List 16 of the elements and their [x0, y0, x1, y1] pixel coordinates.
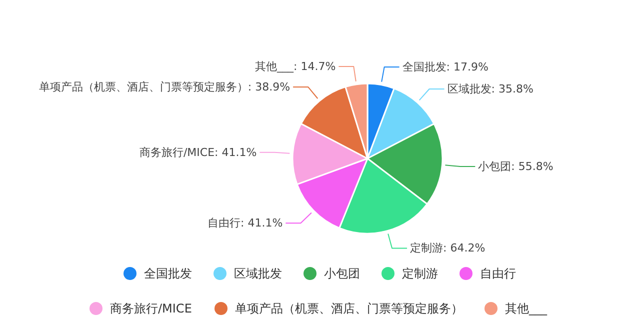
legend-label: 全国批发 [144, 266, 192, 280]
legend-label: 单项产品（机票、酒店、门票等预定服务） [235, 302, 463, 316]
data-label: 小包团: 55.8% [478, 160, 554, 173]
data-label: 商务旅行/MICE: 41.1% [139, 146, 257, 159]
data-label: 自由行: 41.1% [208, 216, 283, 230]
legend-label: 自由行 [480, 266, 516, 280]
legend-label: 商务旅行/MICE [110, 302, 192, 316]
data-label: 其他___: 14.7% [255, 60, 336, 74]
data-label: 区域批发: 35.8% [447, 82, 534, 96]
data-label: 定制游: 64.2% [410, 242, 486, 255]
data-label: 单项产品（机票、酒店、门票等预定服务）: 38.9% [38, 80, 290, 94]
data-label: 全国批发: 17.9% [402, 60, 488, 74]
legend-label: 小包团 [324, 266, 360, 280]
legend-label: 区域批发 [234, 266, 282, 280]
legend-label: 其他___ [505, 302, 548, 316]
legend-label: 定制游 [402, 266, 438, 280]
